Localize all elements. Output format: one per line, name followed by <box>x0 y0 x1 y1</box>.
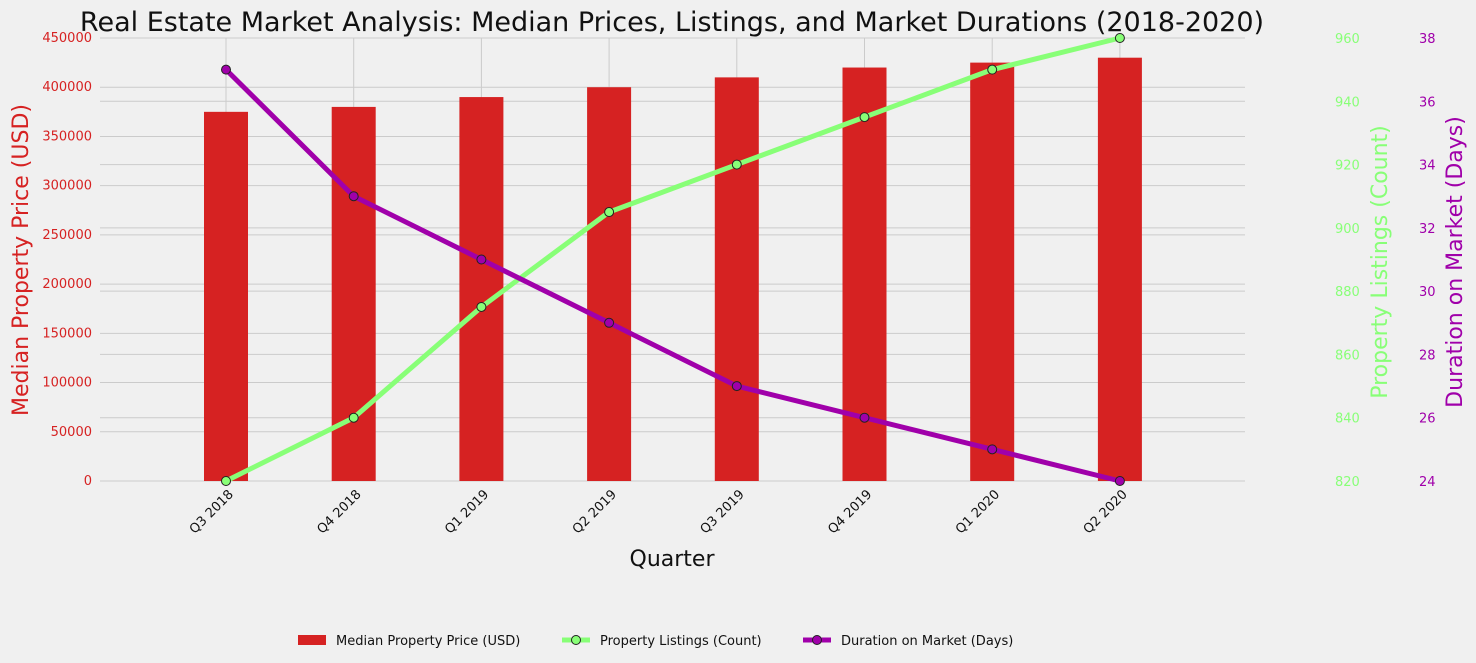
legend-label: Duration on Market (Days) <box>841 634 1013 649</box>
listings-point <box>1114 33 1125 43</box>
listings-point <box>731 159 742 170</box>
legend-item: Duration on Market (Days) <box>803 634 1013 649</box>
listings-tick-label: 900 <box>1335 222 1360 237</box>
listings-axis-label: Property Listings (Count) <box>1368 125 1393 399</box>
x-tick-label: Q4 2018 <box>315 487 365 537</box>
lines-layer <box>221 33 1125 486</box>
left-tick-label: 350000 <box>42 129 92 144</box>
price-bar <box>587 87 632 481</box>
legend-swatch-marker <box>571 635 581 645</box>
listings-tick-label: 880 <box>1335 285 1360 300</box>
duration-tick-label: 30 <box>1419 285 1436 300</box>
duration-point <box>987 444 998 455</box>
duration-point <box>221 64 231 75</box>
left-axis-label: Median Property Price (USD) <box>9 104 34 416</box>
left-tick-label: 150000 <box>42 326 92 341</box>
bars-layer <box>204 57 1142 482</box>
duration-tick-label: 38 <box>1419 32 1436 47</box>
x-axis-label: Quarter <box>630 547 716 572</box>
listings-point <box>604 207 615 218</box>
x-tick-label: Q1 2019 <box>442 487 492 537</box>
price-bar <box>459 97 504 482</box>
duration-tick-label: 34 <box>1419 159 1436 174</box>
left-tick-label: 100000 <box>42 376 92 391</box>
listings-point <box>987 64 998 75</box>
listings-tick-label: 820 <box>1335 475 1360 490</box>
duration-point <box>348 191 359 202</box>
left-tick-label: 450000 <box>42 31 92 46</box>
listings-tick-label: 960 <box>1335 32 1360 47</box>
duration-tick-label: 26 <box>1419 412 1436 427</box>
duration-point <box>604 317 615 328</box>
price-bar <box>970 62 1015 481</box>
left-tick-label: 200000 <box>42 277 92 292</box>
x-tick-label: Q3 2018 <box>187 487 237 537</box>
listings-line <box>223 35 1123 484</box>
legend-swatch-bar <box>298 635 326 645</box>
legend-label: Median Property Price (USD) <box>336 634 520 649</box>
grid-layer <box>100 37 1245 482</box>
listings-point <box>221 476 231 486</box>
duration-axis-label: Duration on Market (Days) <box>1443 116 1468 408</box>
x-tick-label: Q4 2019 <box>825 487 875 537</box>
x-tick-label: Q2 2020 <box>1081 487 1131 537</box>
left-tick-label: 0 <box>84 474 92 489</box>
duration-line <box>223 67 1123 484</box>
listings-point <box>859 112 870 123</box>
listings-tick-label: 920 <box>1335 159 1360 174</box>
price-bar <box>204 111 248 481</box>
x-tick-label: Q1 2020 <box>953 487 1003 537</box>
duration-tick-label: 24 <box>1419 475 1436 490</box>
listings-tick-label: 860 <box>1335 348 1360 363</box>
legend-swatch-marker <box>812 635 822 645</box>
duration-point <box>1114 476 1125 486</box>
legend-item: Median Property Price (USD) <box>298 634 520 649</box>
left-tick-label: 300000 <box>42 179 92 194</box>
duration-point <box>731 381 742 392</box>
price-bar <box>1097 57 1142 481</box>
x-tick-label: Q2 2019 <box>570 487 620 537</box>
duration-tick-label: 32 <box>1419 222 1436 237</box>
duration-point <box>476 254 487 265</box>
listings-point <box>476 301 487 312</box>
listings-tick-label: 840 <box>1335 412 1360 427</box>
legend-label: Property Listings (Count) <box>600 634 762 649</box>
x-tick-label: Q3 2019 <box>698 487 748 537</box>
legend-item: Property Listings (Count) <box>562 634 762 649</box>
listings-point <box>348 412 359 423</box>
listings-tick-label: 940 <box>1335 95 1360 110</box>
left-tick-label: 250000 <box>42 228 92 243</box>
left-tick-label: 50000 <box>51 425 92 440</box>
left-tick-label: 400000 <box>42 80 92 95</box>
legend: Median Property Price (USD) Property List… <box>298 634 1013 649</box>
price-bar <box>714 77 759 481</box>
chart-title: Real Estate Market Analysis: Median Pric… <box>80 7 1264 38</box>
duration-point <box>859 412 870 423</box>
duration-tick-label: 36 <box>1419 95 1436 110</box>
duration-tick-label: 28 <box>1419 348 1436 363</box>
